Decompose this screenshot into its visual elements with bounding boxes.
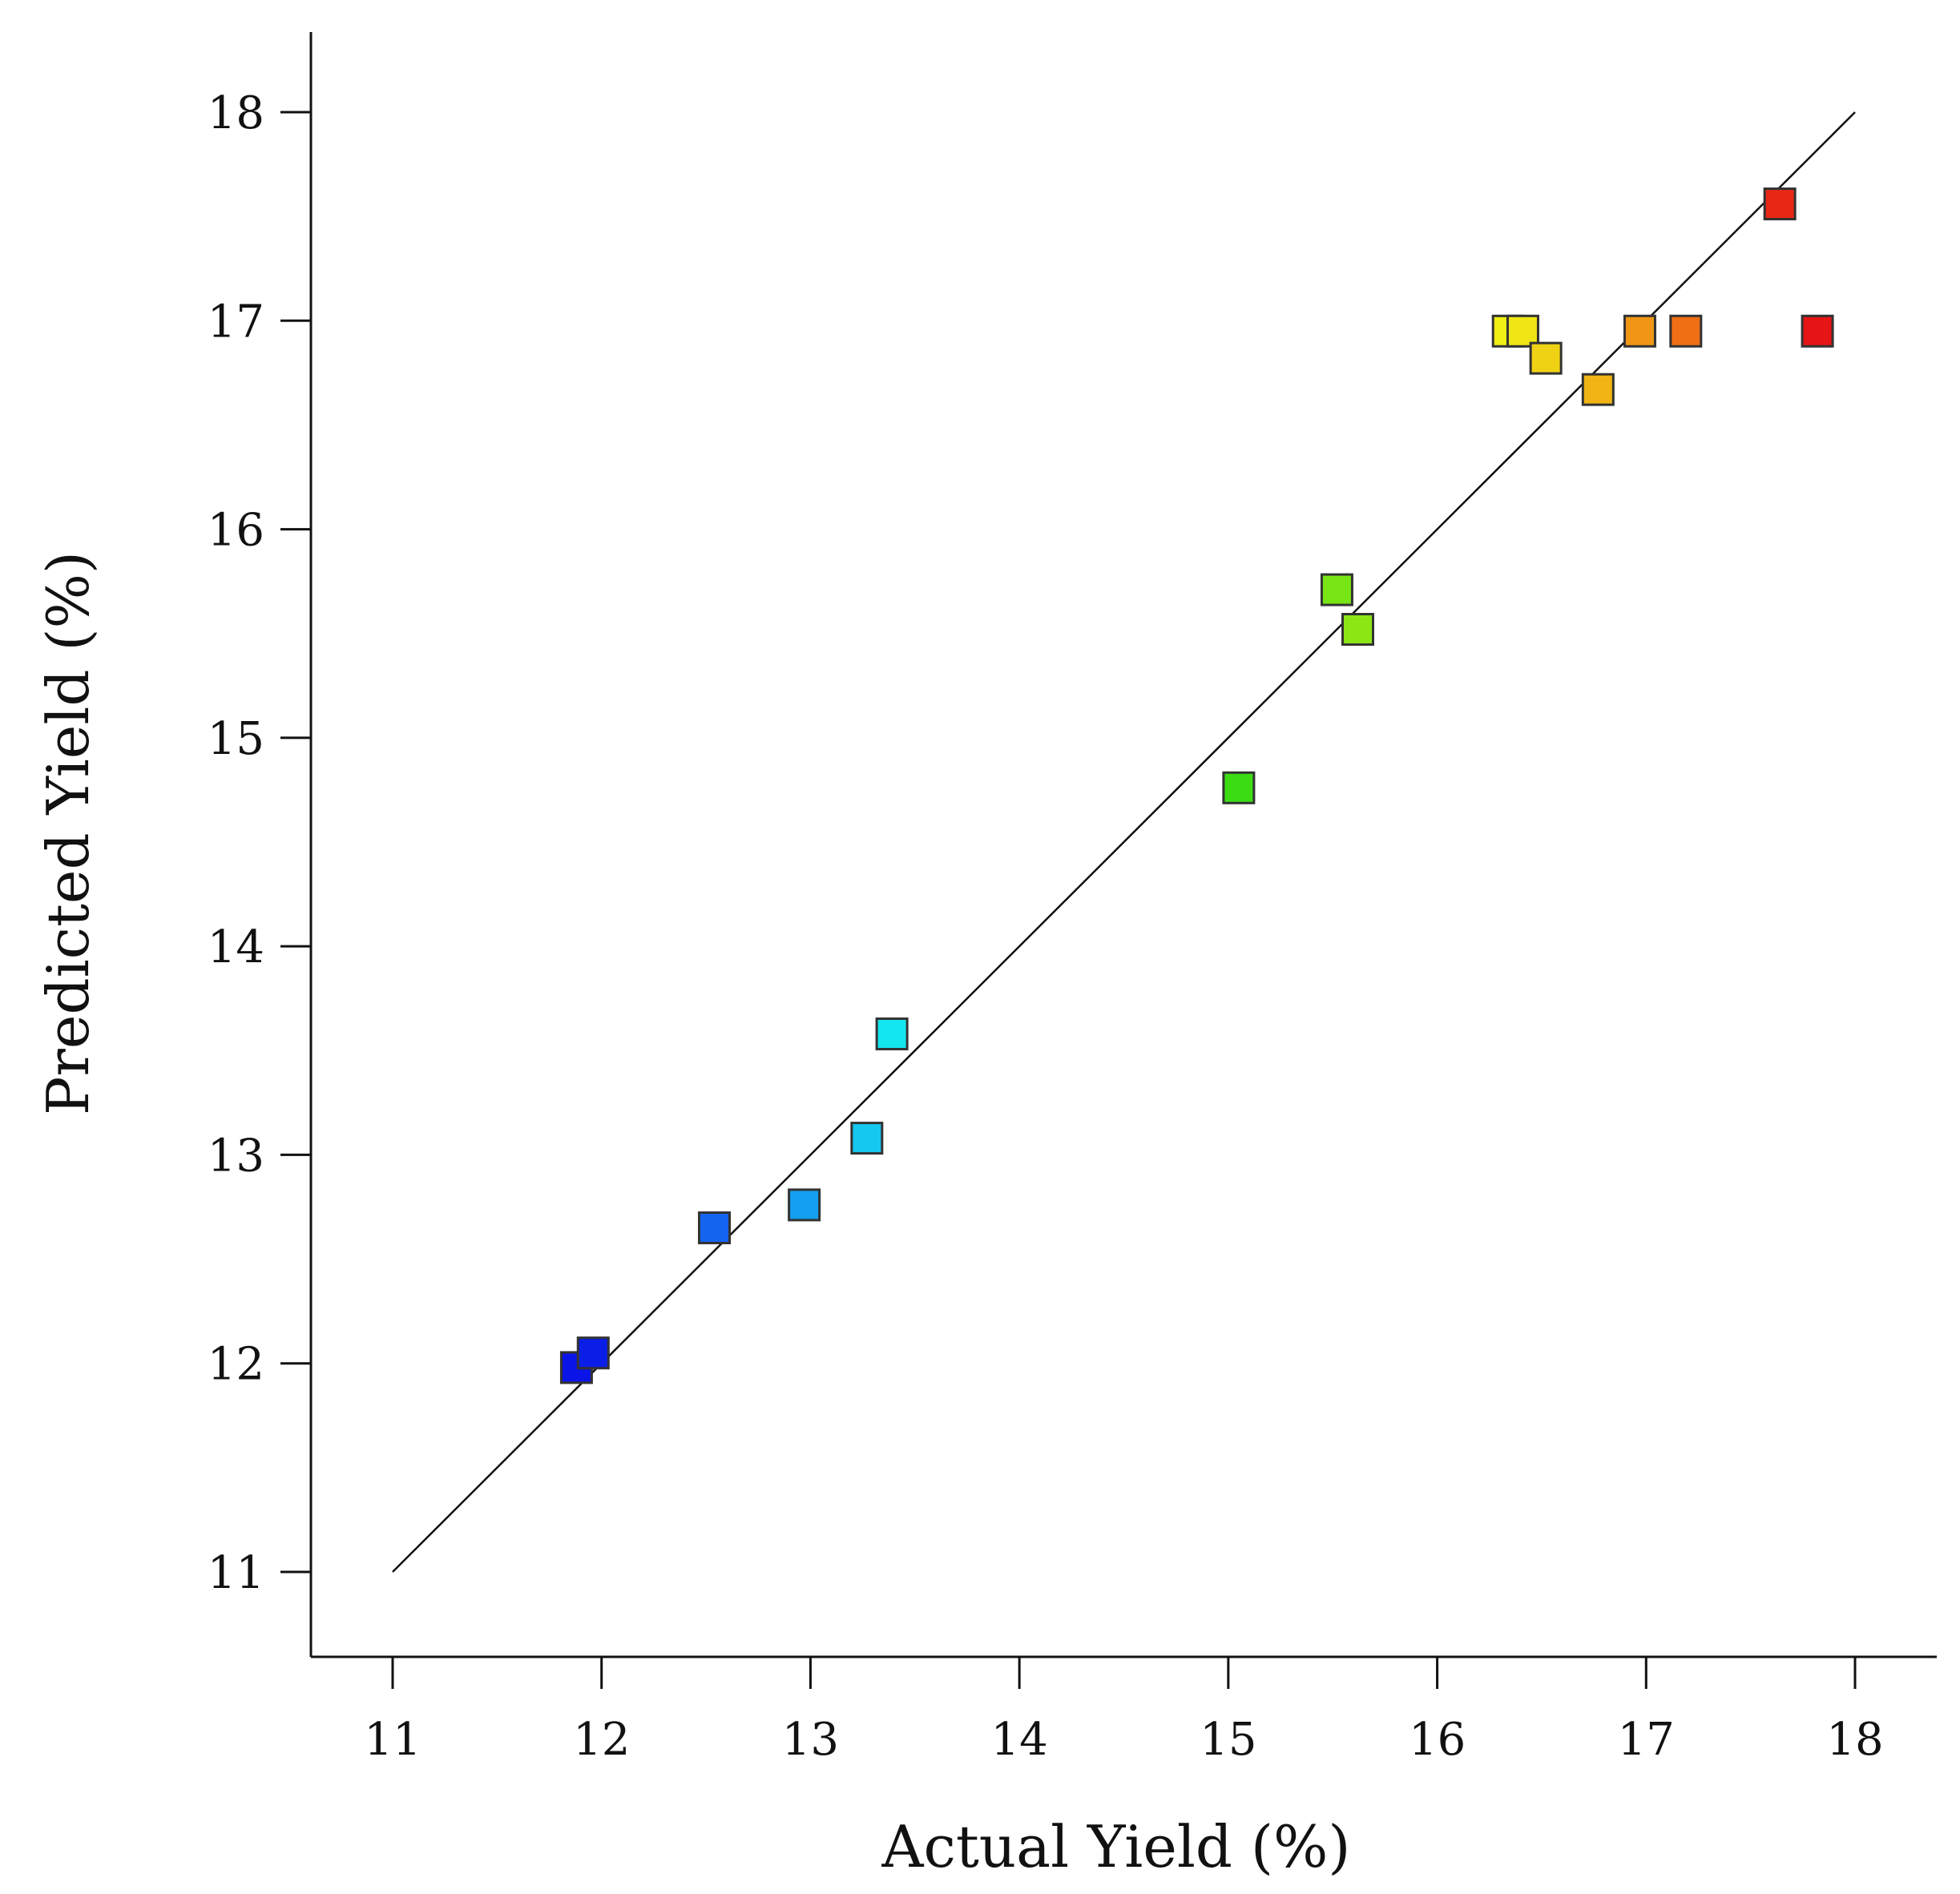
x-ticks: 11 12 13 14 15 16 17 18 (364, 1657, 1884, 1766)
y-tick-label: 11 (208, 1547, 264, 1599)
data-point (1222, 771, 1256, 804)
x-tick-label: 16 (1409, 1714, 1466, 1766)
data-point (576, 1336, 610, 1370)
x-tick-label: 12 (573, 1714, 630, 1766)
data-point (1623, 314, 1656, 348)
y-tick-label: 17 (208, 296, 264, 348)
y-ticks: 11 12 13 14 15 16 17 18 (208, 87, 311, 1599)
data-point (875, 1017, 909, 1050)
data-point (1529, 341, 1563, 375)
x-tick-label: 14 (991, 1714, 1048, 1766)
y-tick-label: 18 (208, 87, 264, 139)
x-tick-label: 17 (1618, 1714, 1675, 1766)
data-point (1581, 373, 1615, 406)
y-tick-label: 13 (208, 1130, 264, 1182)
y-tick-label: 12 (208, 1339, 264, 1391)
x-tick-label: 13 (782, 1714, 839, 1766)
x-tick-label: 18 (1826, 1714, 1883, 1766)
data-points (559, 187, 1834, 1384)
x-tick-label: 11 (364, 1714, 421, 1766)
y-axis-title: Predicted Yield (%) (34, 551, 102, 1115)
data-point (1320, 573, 1353, 606)
data-point (1801, 314, 1834, 348)
y-tick-label: 15 (208, 713, 264, 765)
data-point (698, 1211, 731, 1245)
reference-line (392, 111, 1856, 1573)
x-axis-title: Actual Yield (%) (881, 1813, 1351, 1880)
y-tick-label: 16 (208, 505, 264, 557)
x-tick-label: 15 (1200, 1714, 1256, 1766)
data-point (1341, 613, 1374, 647)
reference-line-group (392, 111, 1856, 1573)
data-point (1506, 314, 1539, 348)
axes (309, 32, 1937, 1658)
data-point (788, 1188, 821, 1222)
y-tick-label: 14 (208, 921, 264, 973)
data-point (850, 1122, 884, 1155)
data-point (1763, 187, 1797, 221)
data-point (1669, 314, 1703, 348)
